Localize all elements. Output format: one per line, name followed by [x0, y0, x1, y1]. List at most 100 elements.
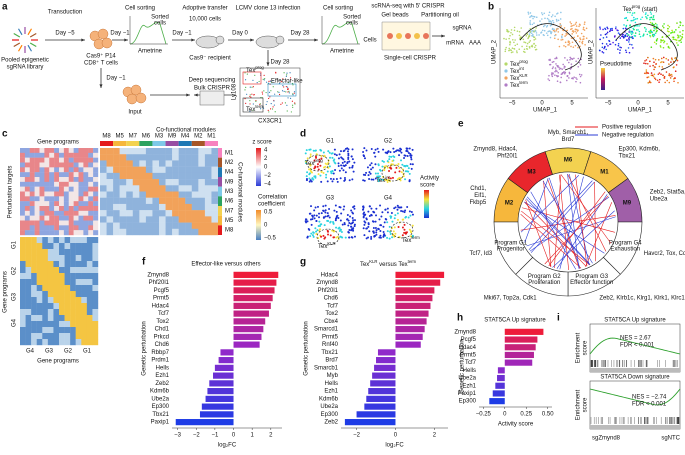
x-tick-label: −1	[211, 433, 219, 439]
umap-point	[381, 165, 384, 168]
umap-point	[549, 24, 552, 27]
umap-point	[362, 179, 365, 182]
heatmap-cell	[88, 162, 94, 168]
umap-point	[573, 76, 575, 78]
heatmap-cell	[20, 186, 26, 192]
umap-point	[320, 171, 323, 174]
gate-dot	[294, 102, 296, 104]
panel-letter: i	[557, 313, 560, 324]
heatmap-cell	[191, 172, 199, 180]
bar	[372, 372, 396, 379]
umap-point	[535, 48, 538, 51]
heatmap-cell	[20, 255, 26, 262]
umap-point	[582, 38, 584, 41]
umap-point	[639, 35, 642, 38]
heatmap-cell	[44, 152, 50, 158]
module-label: M8	[102, 134, 111, 140]
heatmap-cell	[54, 210, 60, 216]
label: Pooled epigenetic	[1, 58, 49, 64]
module-bar	[218, 157, 222, 168]
heatmap-cell	[20, 279, 26, 286]
heatmap-cell	[31, 291, 37, 298]
heatmap-cell	[75, 261, 82, 268]
umap-point	[375, 233, 378, 236]
heatmap-cell	[78, 215, 84, 221]
gate-dot	[288, 81, 290, 84]
heatmap-cell	[198, 203, 206, 211]
heatmap-cell	[49, 177, 55, 183]
umap-point	[370, 148, 373, 151]
umap-point	[629, 43, 631, 46]
gate-dot	[251, 86, 253, 88]
umap-point	[543, 12, 546, 15]
umap-point	[310, 232, 313, 235]
heatmap-cell	[211, 148, 219, 155]
x-axis-label: log₂FC	[218, 443, 237, 449]
umap-point	[390, 155, 393, 158]
heatmap-cell	[178, 197, 186, 205]
bar	[356, 411, 396, 418]
heatmap-cell	[88, 220, 94, 226]
umap-point	[317, 237, 320, 240]
umap-point	[377, 164, 380, 167]
heatmap-cell	[42, 291, 49, 298]
umap-point	[556, 80, 559, 83]
heatmap-cell	[20, 196, 26, 202]
module-label: M2	[225, 160, 234, 166]
heatmap-cell	[126, 166, 133, 174]
umap-point	[599, 28, 601, 30]
umap-point	[528, 46, 531, 48]
heatmap-cell	[42, 249, 49, 256]
heatmap-cell	[198, 228, 206, 236]
text-part: int	[519, 66, 524, 71]
heatmap-cell	[54, 157, 60, 163]
umap-point	[546, 24, 549, 27]
heatmap-cell	[211, 185, 219, 192]
heatmap-cell	[70, 321, 76, 328]
heatmap-cell	[83, 167, 89, 173]
umap-point	[403, 211, 406, 214]
umap-point	[637, 29, 640, 31]
umap-point	[347, 154, 350, 157]
heatmap-cell	[92, 333, 99, 340]
heatmap-cell	[86, 285, 93, 292]
heatmap-cell	[86, 237, 93, 244]
heatmap-cell	[126, 154, 133, 161]
umap-point	[607, 44, 609, 47]
gene-list: Havcr2, Tox, Cd101	[644, 251, 685, 257]
heatmap-cell	[44, 177, 50, 183]
label: Texterm	[246, 104, 264, 113]
heatmap-cell	[139, 166, 147, 174]
heatmap-cell	[198, 172, 206, 180]
heatmap-cell	[159, 203, 166, 211]
umap-point	[671, 75, 673, 77]
umap-point	[518, 34, 521, 37]
heatmap-cell	[100, 197, 107, 205]
umap-point	[351, 217, 354, 220]
umap-point	[541, 29, 544, 32]
heatmap-cell	[70, 309, 76, 316]
heatmap-cell	[100, 166, 107, 174]
heatmap-cell	[93, 220, 99, 226]
heatmap-cell	[88, 191, 94, 197]
umap-point	[657, 73, 660, 76]
umap-point	[583, 21, 586, 23]
umap-point	[391, 220, 394, 223]
heatmap-cell	[20, 327, 26, 334]
heatmap-cell	[100, 148, 107, 155]
regulation-arrow	[554, 174, 562, 269]
umap-point	[510, 32, 512, 34]
label: 0	[264, 223, 268, 229]
umap-point	[674, 77, 676, 79]
label: sgNTC	[661, 436, 680, 442]
text-part: prog	[519, 59, 528, 64]
heatmap-cell	[78, 152, 84, 158]
label: Single-cell CRISPR	[384, 56, 437, 62]
heatmap-cell	[81, 309, 88, 316]
heatmap-cell	[64, 273, 71, 280]
heatmap-cell	[81, 261, 88, 268]
umap-point	[349, 215, 352, 218]
umap-point	[649, 34, 651, 37]
heatmap-cell	[68, 157, 74, 163]
heatmap-cell	[39, 191, 45, 197]
